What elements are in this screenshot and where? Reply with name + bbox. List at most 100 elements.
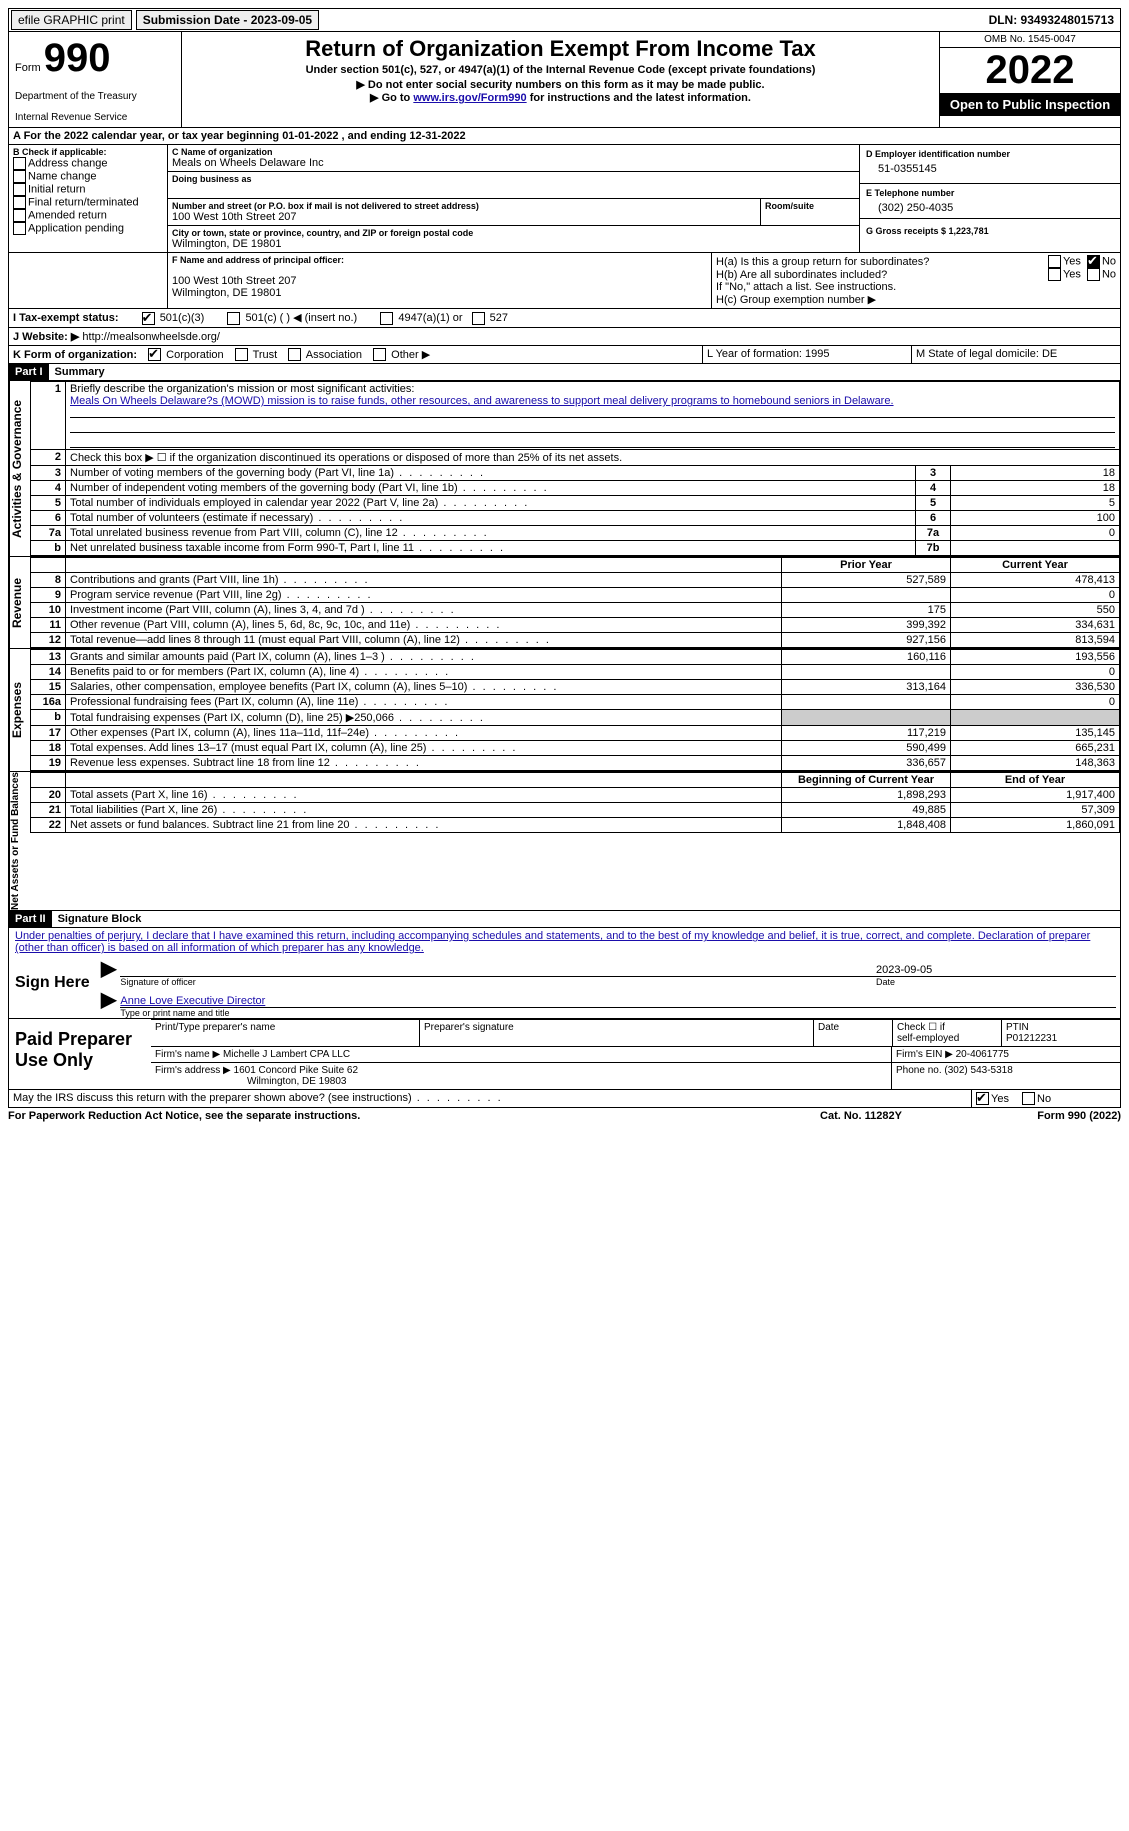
f-addr1: 100 West 10th Street 207 xyxy=(172,275,707,287)
firm-ein: 20-4061775 xyxy=(956,1049,1009,1060)
bcdeg-block: B Check if applicable: Address change Na… xyxy=(8,145,1121,253)
vlabel-rev: Revenue xyxy=(9,557,30,648)
summary-exp: Expenses 13Grants and similar amounts pa… xyxy=(8,649,1121,772)
c-room-label: Room/suite xyxy=(765,201,855,211)
b-opt-name[interactable]: Name change xyxy=(13,170,163,183)
b-opt-pending[interactable]: Application pending xyxy=(13,222,163,235)
table-row: 13Grants and similar amounts paid (Part … xyxy=(31,650,1120,665)
ha-yes[interactable]: Yes xyxy=(1048,255,1081,268)
part1-title: Summary xyxy=(49,364,111,380)
title-sub2: ▶ Do not enter social security numbers o… xyxy=(190,78,931,91)
col-current: Current Year xyxy=(951,558,1120,573)
table-row: 4Number of independent voting members of… xyxy=(31,481,1120,496)
rev-table: Prior Year Current Year 8Contributions a… xyxy=(30,557,1120,648)
perjury-text: Under penalties of perjury, I declare th… xyxy=(9,928,1120,956)
a-calendar-year: A For the 2022 calendar year, or tax yea… xyxy=(9,128,1120,144)
form990-link[interactable]: www.irs.gov/Form990 xyxy=(413,92,526,104)
part1-bar: Part I xyxy=(9,364,49,380)
k-trust[interactable]: Trust xyxy=(235,349,278,361)
deg-block: D Employer identification number 51-0355… xyxy=(860,145,1120,252)
d-ein-label: D Employer identification number xyxy=(866,149,1114,159)
table-row: 5Total number of individuals employed in… xyxy=(31,496,1120,511)
firm-name-label: Firm's name ▶ xyxy=(155,1049,220,1060)
vlabel-net: Net Assets or Fund Balances xyxy=(9,772,30,910)
efile-print-button[interactable]: efile GRAPHIC print xyxy=(11,10,132,30)
k-corp[interactable]: Corporation xyxy=(148,349,224,361)
firm-addr1: 1601 Concord Pike Suite 62 xyxy=(234,1065,359,1076)
discuss-q: May the IRS discuss this return with the… xyxy=(13,1092,503,1104)
firm-phone: (302) 543-5318 xyxy=(944,1065,1012,1076)
sig-officer-label: Signature of officer xyxy=(120,977,876,987)
part2-header: Part II Signature Block xyxy=(8,911,1121,928)
irs-label: Internal Revenue Service xyxy=(15,112,175,123)
i-row: I Tax-exempt status: 501(c)(3) 501(c) ( … xyxy=(8,309,1121,328)
table-row: 19Revenue less expenses. Subtract line 1… xyxy=(31,756,1120,771)
e-phone-label: E Telephone number xyxy=(866,188,1114,198)
signature-block: Under penalties of perjury, I declare th… xyxy=(8,928,1121,1019)
b-opt-amended[interactable]: Amended return xyxy=(13,209,163,222)
firm-ein-label: Firm's EIN ▶ xyxy=(896,1049,953,1060)
i-501c3[interactable]: 501(c)(3) xyxy=(142,312,205,324)
prep-ptin: PTINP01212231 xyxy=(1002,1020,1120,1046)
d-ein: 51-0355145 xyxy=(866,159,1114,179)
c-city-label: City or town, state or province, country… xyxy=(172,228,855,238)
part2-bar: Part II xyxy=(9,911,52,927)
col-beg: Beginning of Current Year xyxy=(782,773,951,788)
i-501c[interactable]: 501(c) ( ) ◀ (insert no.) xyxy=(227,312,357,324)
i-527[interactable]: 527 xyxy=(472,312,508,324)
k-other[interactable]: Other ▶ xyxy=(373,349,430,361)
f-addr2: Wilmington, DE 19801 xyxy=(172,287,707,299)
table-row: 17Other expenses (Part IX, column (A), l… xyxy=(31,726,1120,741)
discuss-yes[interactable]: Yes xyxy=(976,1093,1009,1105)
firm-phone-label: Phone no. xyxy=(896,1065,942,1076)
table-row: 18Total expenses. Add lines 13–17 (must … xyxy=(31,741,1120,756)
discuss-row: May the IRS discuss this return with the… xyxy=(8,1090,1121,1108)
cat-no: Cat. No. 11282Y xyxy=(761,1110,961,1122)
c-dba-label: Doing business as xyxy=(172,174,855,184)
form-header: Form 990 Department of the Treasury Inte… xyxy=(8,32,1121,128)
fh-block: F Name and address of principal officer:… xyxy=(8,253,1121,309)
net-table: Beginning of Current Year End of Year 20… xyxy=(30,772,1120,833)
preparer-block: Paid Preparer Use Only Print/Type prepar… xyxy=(8,1019,1121,1090)
form-footer: Form 990 (2022) xyxy=(961,1110,1121,1122)
omb-number: OMB No. 1545-0047 xyxy=(940,32,1120,48)
title-cell: Return of Organization Exempt From Incom… xyxy=(182,32,940,127)
dln-label: DLN: 93493248015713 xyxy=(983,11,1120,29)
pra-notice: For Paperwork Reduction Act Notice, see … xyxy=(8,1110,761,1122)
summary-ag: Activities & Governance 1 Briefly descri… xyxy=(8,381,1121,557)
hb-no[interactable]: No xyxy=(1087,268,1116,281)
b-label: B Check if applicable: xyxy=(13,147,163,157)
b-opt-initial[interactable]: Initial return xyxy=(13,183,163,196)
c-name-label: C Name of organization xyxy=(172,147,855,157)
hc-label: H(c) Group exemption number ▶ xyxy=(716,293,1116,306)
i-4947[interactable]: 4947(a)(1) or xyxy=(380,312,462,324)
vlabel-exp: Expenses xyxy=(9,649,30,771)
j-label: J Website: ▶ xyxy=(13,331,79,343)
form-title: Return of Organization Exempt From Incom… xyxy=(190,36,931,62)
tax-year: 2022 xyxy=(940,48,1120,93)
summary-net: Net Assets or Fund Balances Beginning of… xyxy=(8,772,1121,911)
table-row: 3Number of voting members of the governi… xyxy=(31,466,1120,481)
ha-label: H(a) Is this a group return for subordin… xyxy=(716,256,1048,268)
col-end: End of Year xyxy=(951,773,1120,788)
g-gross-label: G Gross receipts $ 1,223,781 xyxy=(866,226,989,236)
table-row: 14Benefits paid to or for members (Part … xyxy=(31,665,1120,680)
ha-no[interactable]: No xyxy=(1087,255,1116,268)
j-website[interactable]: http://mealsonwheelsde.org/ xyxy=(82,331,220,343)
k-assoc[interactable]: Association xyxy=(288,349,362,361)
table-row: 12Total revenue—add lines 8 through 11 (… xyxy=(31,633,1120,648)
summary-rev: Revenue Prior Year Current Year 8Contrib… xyxy=(8,557,1121,649)
submission-date-button[interactable]: Submission Date - 2023-09-05 xyxy=(136,10,319,30)
hb-note: If "No," attach a list. See instructions… xyxy=(716,281,1116,293)
b-opt-final[interactable]: Final return/terminated xyxy=(13,196,163,209)
table-row: 15Salaries, other compensation, employee… xyxy=(31,680,1120,695)
l2-checkbox-line: Check this box ▶ ☐ if the organization d… xyxy=(66,450,1120,466)
b-opt-address[interactable]: Address change xyxy=(13,157,163,170)
page-footer: For Paperwork Reduction Act Notice, see … xyxy=(8,1108,1121,1122)
klm-row: K Form of organization: Corporation Trus… xyxy=(8,346,1121,365)
col-prior: Prior Year xyxy=(782,558,951,573)
prep-title: Paid Preparer Use Only xyxy=(9,1019,151,1089)
part1-header: Part I Summary xyxy=(8,364,1121,381)
discuss-no[interactable]: No xyxy=(1022,1093,1051,1105)
hb-yes[interactable]: Yes xyxy=(1048,268,1081,281)
